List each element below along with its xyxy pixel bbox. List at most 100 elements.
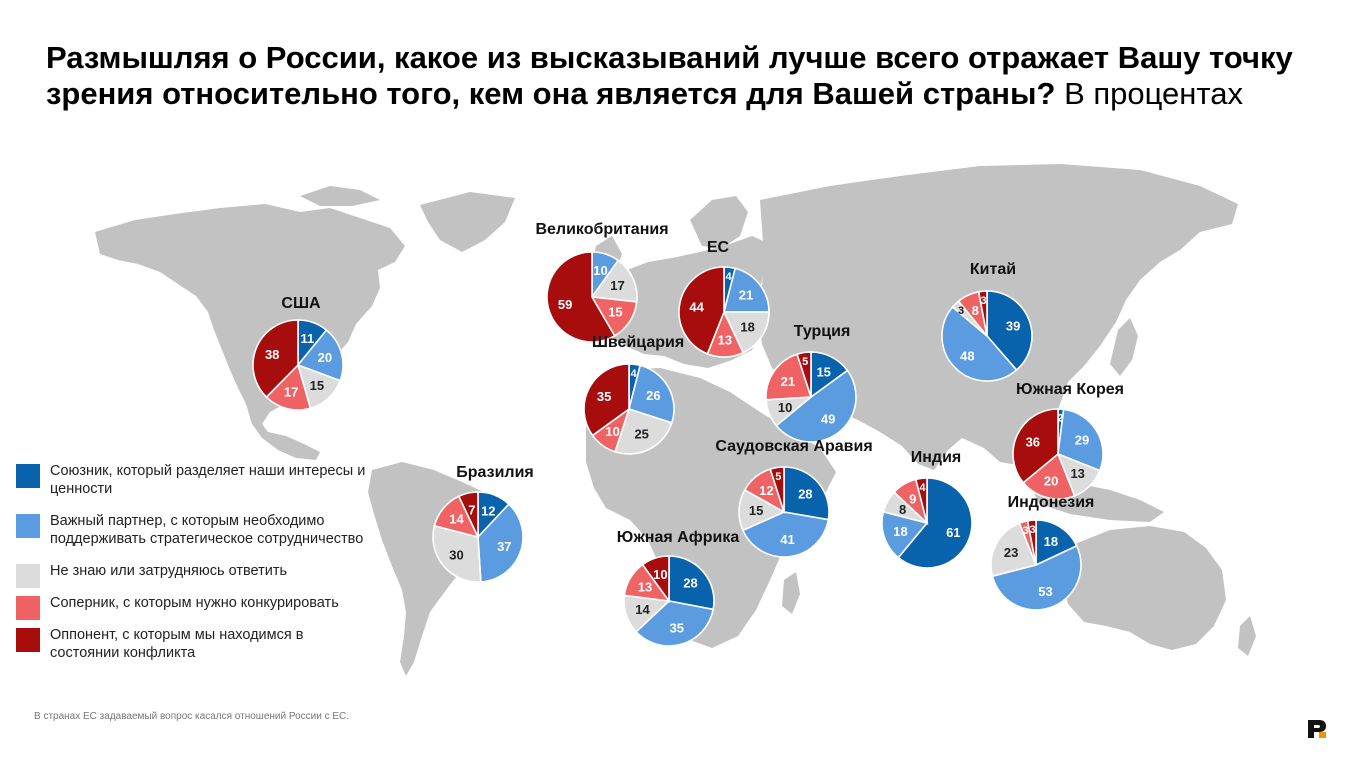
pie-country-label: ЕС [707, 239, 730, 256]
pie-value-label: 35 [597, 389, 611, 404]
pie-slice-dontknow [722, 311, 770, 354]
pie-slice-partner [722, 267, 770, 313]
pie-slice-partner [635, 600, 715, 647]
pie-value-label: 18 [1044, 534, 1058, 549]
pie-slice-opponent [796, 351, 812, 398]
pie-value-label: 10 [653, 567, 667, 582]
pie-slice-opponent [977, 290, 988, 337]
pie-slice-dontknow [614, 407, 673, 455]
pie-value-label: 8 [972, 303, 979, 318]
pie-7: 2 29 13 20 36 Южная Корея [1012, 381, 1124, 500]
pie-value-label: 23 [1004, 545, 1018, 560]
pie-country-label: Индонезия [1008, 494, 1095, 511]
pie-value-label: 59 [558, 297, 572, 312]
pie-4: 4 26 25 10 35 Швейцария [583, 334, 684, 455]
legend-swatch-ally [16, 464, 40, 488]
legend-label-rival: Соперник, с которым нужно конкурировать [50, 595, 339, 611]
pie-3: 4 21 18 13 44 ЕС [678, 239, 770, 358]
pie-slice-partner [296, 329, 344, 382]
pie-slice-ally [783, 466, 830, 521]
pie-value-label: 20 [318, 350, 332, 365]
pie-value-label: 5 [775, 471, 781, 483]
pie-value-label: 37 [497, 539, 511, 554]
pie-value-label: 3 [981, 295, 987, 307]
pie-slice-partner [881, 510, 929, 559]
pie-slice-ally [668, 555, 715, 611]
pie-value-label: 36 [1026, 435, 1040, 450]
pie-value-label: 7 [468, 502, 475, 517]
pie-value-label: 35 [670, 620, 684, 635]
pie-value-label: 30 [449, 547, 463, 562]
pie-country-label: Индия [911, 449, 962, 466]
pie-country-label: Южная Африка [617, 529, 740, 546]
pie-value-label: 41 [780, 532, 794, 547]
chart-title: Размышляя о России, какое из высказывани… [46, 40, 1296, 112]
legend-swatch-rival [16, 596, 40, 620]
pie-slice-opponent [252, 319, 299, 399]
pie-slice-opponent [546, 251, 616, 343]
pie-country-label: Саудовская Аравия [715, 438, 872, 455]
pie-value-label: 15 [749, 503, 763, 518]
pie-value-label: 53 [1038, 584, 1052, 599]
legend-item-ally: Союзник, который разделяет наши интересы… [16, 462, 376, 498]
pie-slice-partner [628, 364, 675, 424]
pie-value-label: 3 [1029, 524, 1035, 536]
pie-slice-partner [477, 503, 524, 583]
pie-8: 28 41 15 125 Саудовская Аравия [715, 438, 873, 558]
pie-slice-ally [1035, 519, 1078, 567]
pie-value-label: 3 [1023, 525, 1029, 537]
chart-title-unit: В процентах [1064, 76, 1243, 111]
pie-slice-ally [897, 477, 973, 569]
pie-value-label: 18 [893, 524, 907, 539]
pie-country-label: Швейцария [592, 334, 684, 351]
pie-slice-rival [265, 363, 312, 411]
pie-12: 18 53 23 3 3 Индонезия [990, 494, 1095, 611]
pie-value-label: 17 [610, 278, 624, 293]
pie-slice-opponent [914, 477, 928, 524]
pie-value-label: 11 [301, 331, 315, 346]
pie-5: 15 49 10 21 5 Турция [765, 323, 857, 443]
pie-slice-opponent [583, 363, 630, 437]
legend-item-opponent: Оппонент, с которым мы находимся в состо… [16, 626, 376, 662]
pie-country-label: США [281, 295, 321, 312]
pie-value-label: 13 [1070, 466, 1084, 481]
pie-value-label: 14 [635, 602, 650, 617]
pie-value-label: 17 [284, 385, 298, 400]
pie-value-label: 26 [646, 388, 660, 403]
pie-country-label: Великобритания [535, 221, 668, 238]
pie-value-label: 10 [778, 400, 792, 415]
pie-value-label: 12 [481, 504, 495, 519]
pie-value-label: 4 [919, 482, 926, 494]
pie-slice-opponent [1026, 519, 1037, 566]
pie-value-label: 5 [802, 356, 808, 368]
legend-label-ally: Союзник, который разделяет наши интересы… [50, 463, 366, 497]
pie-value-label: 12 [759, 483, 773, 498]
pie-value-label: 15 [310, 378, 324, 393]
pie-6: 39 48 3 83 Китай [941, 261, 1033, 382]
legend-label-dontknow: Не знаю или затрудняюсь ответить [50, 563, 288, 579]
pie-value-label: 4 [631, 368, 638, 380]
pie-slice-opponent [641, 555, 670, 604]
legend-swatch-dontknow [16, 564, 40, 588]
pie-slice-dontknow [432, 524, 482, 583]
pie-9: 61 18 894 Индия [881, 449, 973, 569]
pie-value-label: 2 [1057, 413, 1063, 425]
pie-value-label: 21 [781, 374, 795, 389]
pie-slice-opponent [769, 466, 785, 513]
pie-value-label: 10 [605, 424, 619, 439]
pie-value-label: 21 [739, 287, 753, 302]
pie-slice-dontknow [990, 522, 1038, 578]
brand-logo-icon [1306, 718, 1328, 740]
legend-item-dontknow: Не знаю или затрудняюсь ответить [16, 562, 376, 588]
pie-value-label: 38 [265, 347, 279, 362]
pie-country-label: Бразилия [456, 464, 534, 481]
pie-value-label: 4 [726, 271, 733, 283]
pie-value-label: 48 [960, 348, 974, 363]
pie-value-label: 28 [683, 576, 697, 591]
pie-value-label: 61 [946, 525, 960, 540]
pie-slice-dontknow [590, 259, 638, 303]
pie-slice-rival [765, 353, 813, 401]
